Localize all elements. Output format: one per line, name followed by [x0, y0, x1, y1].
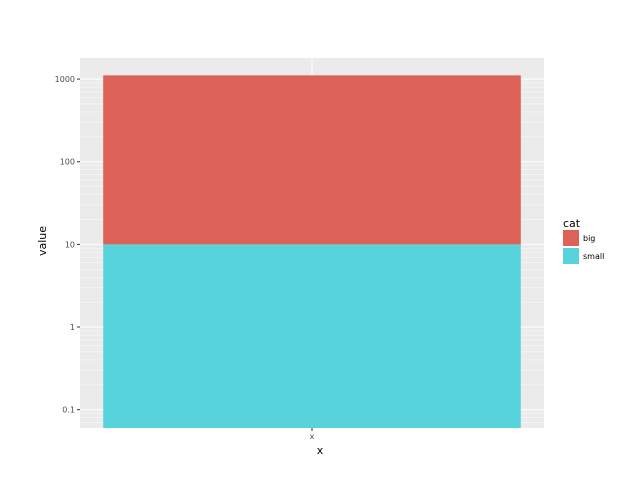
y-axis: 0.1 1 10 100 1000 — [55, 75, 80, 415]
legend-label-big: big — [583, 234, 595, 243]
legend-label-small: small — [583, 252, 604, 261]
x-axis-title: x — [317, 444, 324, 457]
bar-small — [103, 244, 521, 428]
x-tick-label: x — [310, 432, 315, 441]
legend-key-small — [563, 248, 579, 264]
bars — [103, 75, 521, 428]
y-tick-label: 100 — [60, 158, 75, 167]
y-tick-label: 1000 — [55, 75, 75, 84]
legend: cat big small — [563, 217, 604, 264]
x-axis: x — [310, 428, 315, 441]
legend-title: cat — [563, 217, 581, 230]
y-tick-label: 10 — [65, 240, 75, 249]
legend-key-big — [563, 230, 579, 246]
y-tick-label: 0.1 — [62, 406, 75, 415]
y-axis-title: value — [36, 226, 49, 256]
y-tick-label: 1 — [70, 323, 75, 332]
bar-big — [103, 75, 521, 245]
